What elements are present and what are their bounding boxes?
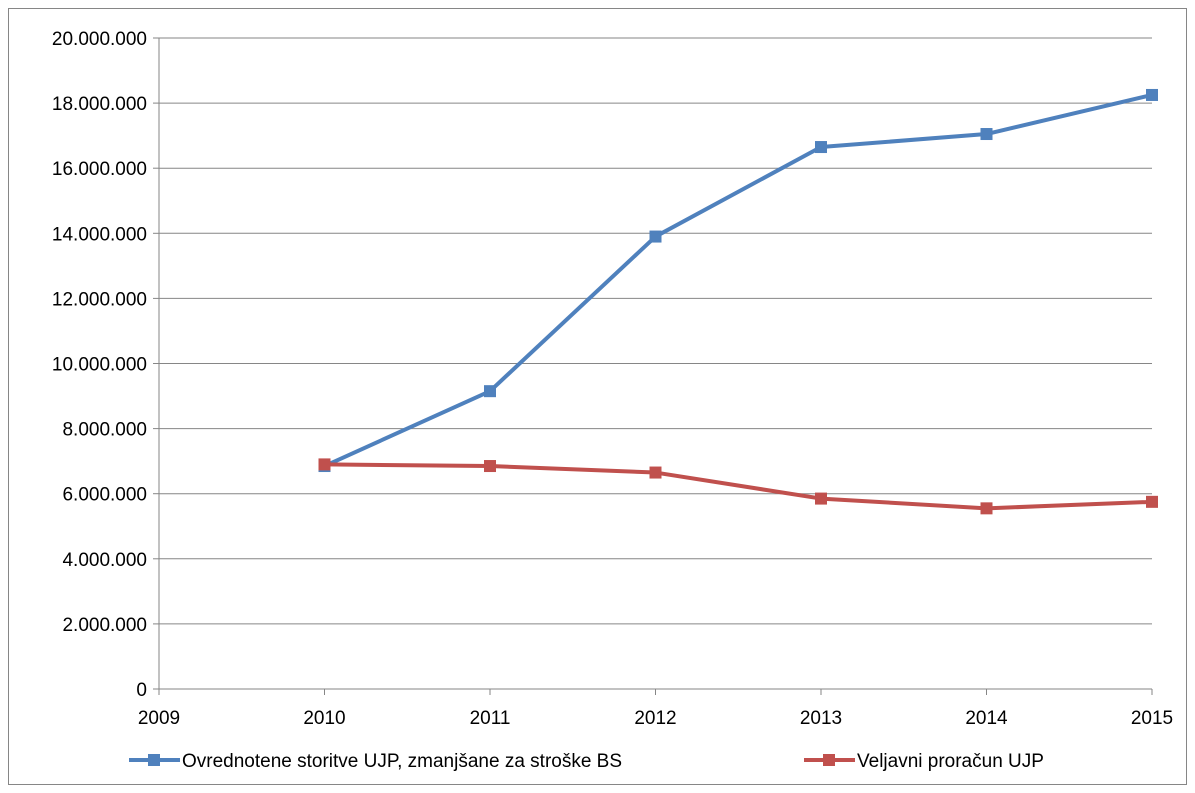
y-tick-label: 14.000.000 xyxy=(52,224,147,245)
series-2-point xyxy=(318,458,331,471)
x-tick-label: 2012 xyxy=(634,708,676,729)
y-tick-label: 0 xyxy=(136,680,147,701)
legend-label-1: Ovrednotene storitve UJP, zmanjšane za s… xyxy=(182,751,622,772)
x-tick-label: 2009 xyxy=(138,708,180,729)
y-tick-label: 18.000.000 xyxy=(52,94,147,115)
x-tick-label: 2013 xyxy=(800,708,842,729)
series-line-1 xyxy=(323,93,1153,468)
series-1-point xyxy=(815,141,827,154)
series-line-2 xyxy=(324,462,1153,511)
y-tick-label: 4.000.000 xyxy=(62,550,147,571)
series-2-point xyxy=(980,502,993,515)
series-1-point xyxy=(484,385,496,398)
legend-label-2: Veljavni proračun UJP xyxy=(857,751,1044,772)
chart-frame: 0 2.000.000 4.000.000 6.000.000 8.000.000 10.… xyxy=(8,8,1187,785)
x-axis-tick-labels: 2009 2010 2011 2012 2013 2014 2015 xyxy=(138,708,1173,729)
x-tick-label: 2015 xyxy=(1131,708,1173,729)
y-tick-label: 8.000.000 xyxy=(62,420,147,441)
gridlines xyxy=(159,37,1152,625)
series-2-point xyxy=(484,460,496,473)
y-tick-label: 20.000.000 xyxy=(52,29,147,50)
series-2-point xyxy=(649,466,662,479)
legend: Ovrednotene storitve UJP, zmanjšane za s… xyxy=(129,751,1044,772)
series-2-point xyxy=(1146,495,1158,508)
series-1-point xyxy=(980,128,993,141)
series-1-point xyxy=(649,230,662,243)
y-tick-label: 10.000.000 xyxy=(52,355,147,376)
y-tick-label: 12.000.000 xyxy=(52,289,147,310)
legend-marker-1 xyxy=(148,754,160,766)
y-axis-tick-labels: 0 2.000.000 4.000.000 6.000.000 8.000.000 10.… xyxy=(52,29,147,701)
x-tick-label: 2011 xyxy=(470,708,511,729)
series-1-point xyxy=(1146,88,1158,101)
y-tick-label: 6.000.000 xyxy=(62,485,147,506)
line-chart: 0 2.000.000 4.000.000 6.000.000 8.000.000 10.… xyxy=(52,29,1173,772)
series-lines xyxy=(318,88,1158,515)
y-tick-label: 2.000.000 xyxy=(62,615,147,636)
x-tick-label: 2014 xyxy=(965,708,1008,729)
series-2-point xyxy=(815,492,827,505)
legend-marker-2 xyxy=(823,754,835,766)
axes xyxy=(153,37,1153,695)
x-tick-label: 2010 xyxy=(303,708,345,729)
y-tick-label: 16.000.000 xyxy=(52,159,147,180)
